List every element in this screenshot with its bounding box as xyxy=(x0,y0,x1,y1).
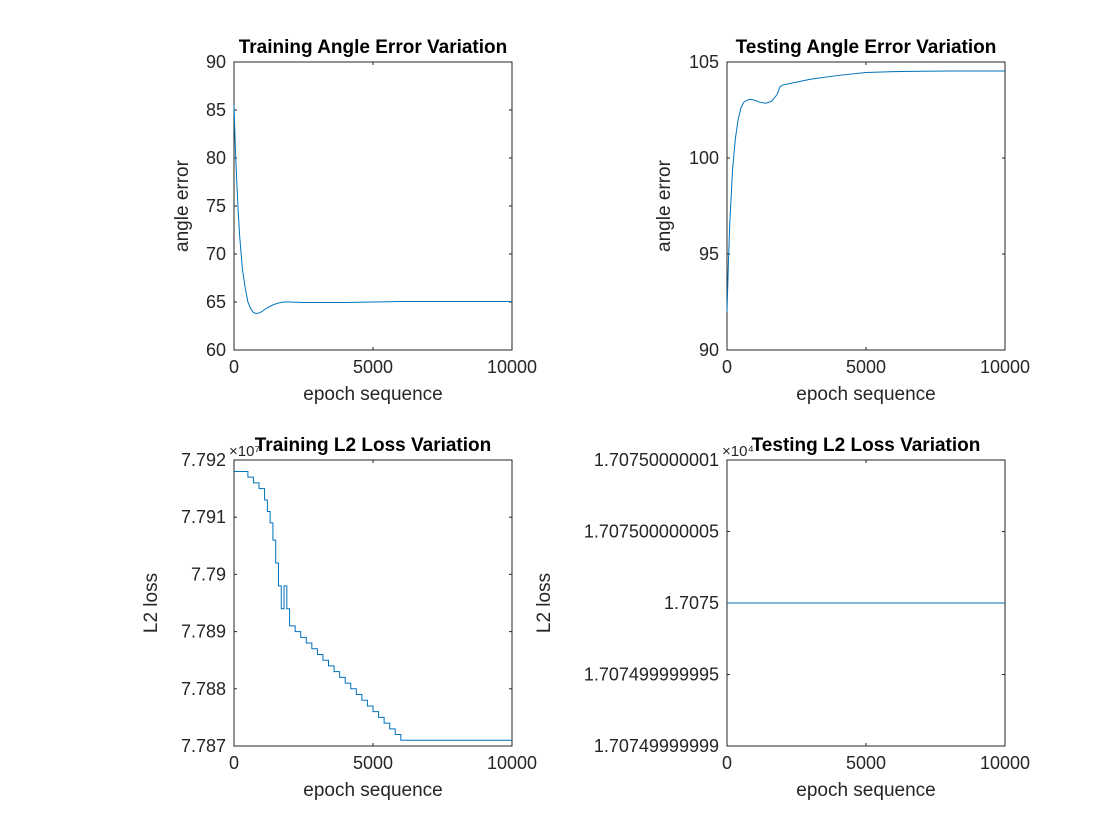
x-axis-label: epoch sequence xyxy=(303,384,442,405)
chart-title: Training Angle Error Variation xyxy=(239,37,508,58)
chart-train-angle: 0 5000 10000 60 65 70 75 80 85 90 Training Angle E… xyxy=(172,37,537,405)
plot-area xyxy=(726,61,1006,351)
x-tick-label: 0 xyxy=(722,753,732,773)
y-tick-label: 7.791 xyxy=(181,507,226,527)
y-tick-label: 65 xyxy=(206,292,226,312)
series-line xyxy=(233,105,512,315)
y-exponent-label: ×10⁴ xyxy=(722,443,754,460)
y-tick-label: 7.787 xyxy=(181,736,226,756)
chart-title: Testing Angle Error Variation xyxy=(736,37,997,58)
series-line xyxy=(234,470,512,741)
y-axis-label: angle error xyxy=(172,159,193,252)
y-tick-label: 90 xyxy=(206,52,226,72)
chart-title: Training L2 Loss Variation xyxy=(255,435,492,456)
y-tick-label: 1.707500000005 xyxy=(584,522,719,542)
y-tick-label: 100 xyxy=(689,148,719,168)
x-tick-label: 5000 xyxy=(353,357,393,377)
x-tick-label: 0 xyxy=(229,753,239,773)
y-tick-label: 90 xyxy=(699,340,719,360)
y-tick-label: 95 xyxy=(699,244,719,264)
y-tick-label: 1.70749999999 xyxy=(594,736,719,756)
x-tick-label: 10000 xyxy=(487,753,537,773)
y-tick-label: 70 xyxy=(206,244,226,264)
x-axis-label: epoch sequence xyxy=(303,780,442,801)
y-axis-label: angle error xyxy=(654,159,675,252)
x-tick-label: 0 xyxy=(722,357,732,377)
y-axis-label: L2 loss xyxy=(534,573,555,633)
y-tick-label: 1.7075 xyxy=(664,593,719,613)
chart-test-angle: 0 5000 10000 90 95 100 105 Testing Angle Error … xyxy=(654,37,1030,405)
series-line xyxy=(726,70,1005,312)
y-axis-label: L2 loss xyxy=(141,573,162,633)
x-tick-label: 5000 xyxy=(846,357,886,377)
y-tick-label: 7.792 xyxy=(181,450,226,470)
chart-train-l2: 0 5000 10000 7.787 7.788 7.789 7.79 7.791 7.792 ×… xyxy=(141,435,537,801)
chart-title: Testing L2 Loss Variation xyxy=(752,435,981,456)
x-tick-label: 5000 xyxy=(353,753,393,773)
x-tick-label: 5000 xyxy=(846,753,886,773)
x-axis-label: epoch sequence xyxy=(796,780,935,801)
x-tick-label: 10000 xyxy=(487,357,537,377)
x-tick-label: 10000 xyxy=(980,357,1030,377)
y-tick-label: 7.79 xyxy=(191,564,226,584)
y-tick-label: 7.789 xyxy=(181,622,226,642)
y-tick-label: 1.70750000001 xyxy=(594,450,719,470)
y-tick-label: 85 xyxy=(206,100,226,120)
plot-area xyxy=(233,61,513,351)
y-tick-label: 60 xyxy=(206,340,226,360)
y-tick-label: 80 xyxy=(206,148,226,168)
plot-area xyxy=(233,459,513,747)
chart-test-l2: 0 5000 10000 1.70749999999 1.707499999995 1.7… xyxy=(534,435,1030,801)
x-tick-label: 10000 xyxy=(980,753,1030,773)
y-tick-label: 7.788 xyxy=(181,679,226,699)
x-tick-label: 0 xyxy=(229,357,239,377)
y-tick-label: 1.707499999995 xyxy=(584,665,719,685)
y-tick-label: 75 xyxy=(206,196,226,216)
x-axis-label: epoch sequence xyxy=(796,384,935,405)
y-tick-label: 105 xyxy=(689,52,719,72)
y-exponent-label: ×10⁷ xyxy=(229,443,260,460)
